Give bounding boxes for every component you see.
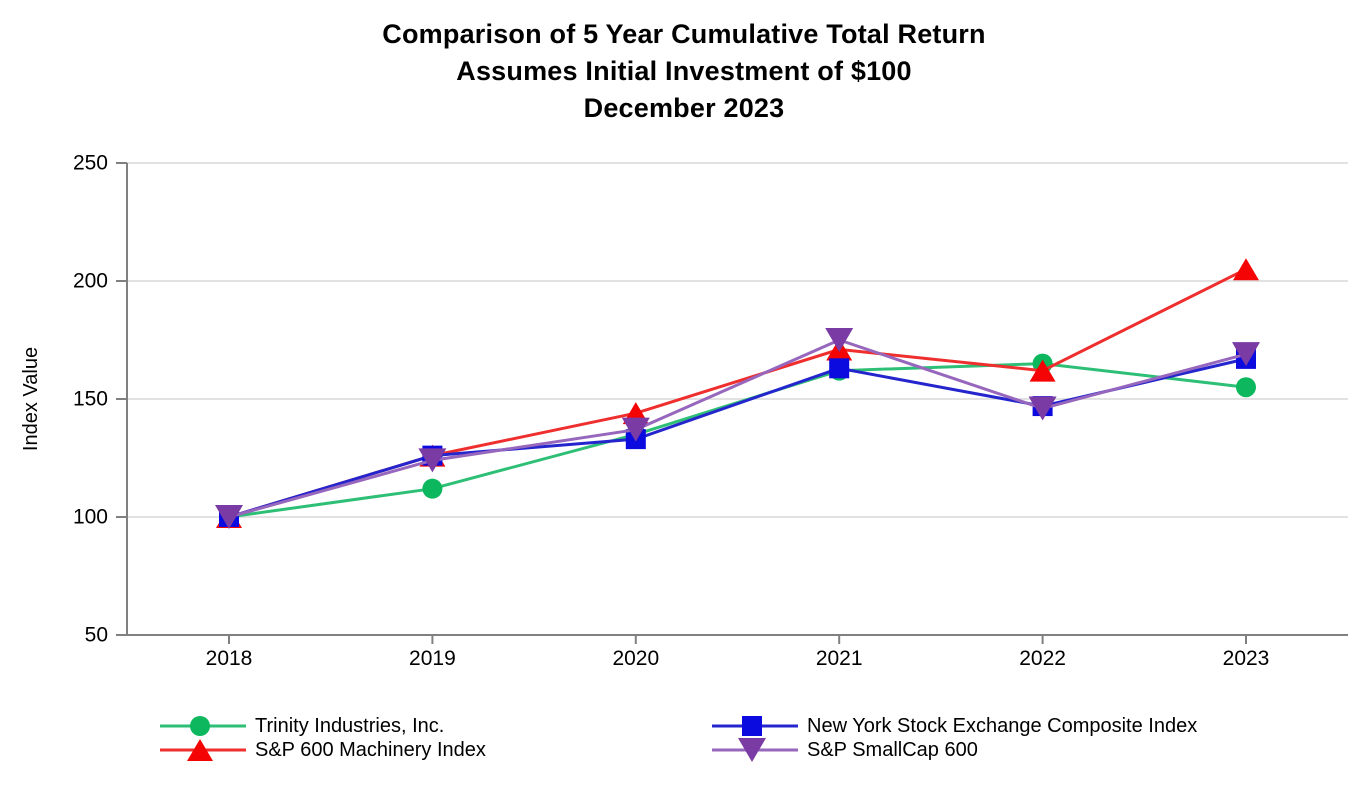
series-marker-sp-smallcap-600-2018 — [215, 505, 243, 529]
legend-item-trinity: Trinity Industries, Inc. — [160, 714, 444, 738]
series-marker-nyse-composite-2021 — [829, 358, 850, 379]
chart-title-line-1: Comparison of 5 Year Cumulative Total Re… — [382, 19, 986, 49]
nyse-composite-square-legend-icon — [712, 716, 798, 736]
series-marker-sp-smallcap-600-2023 — [1232, 342, 1260, 367]
trinity-circle-legend-icon — [160, 716, 246, 736]
series-marker-trinity-2023 — [1236, 377, 1256, 398]
series-marker-sp-smallcap-600-2019 — [418, 448, 447, 473]
chart-title-line-2: Assumes Initial Investment of $100 — [456, 56, 912, 86]
legend-marker-sp600-machinery — [187, 739, 213, 761]
series-line-sp-smallcap-600 — [228, 338, 1247, 519]
series-marker-sp600-machinery-2023 — [1233, 258, 1259, 281]
series-marker-sp-smallcap-600-2021 — [825, 328, 854, 352]
chart-title: Comparison of 5 Year Cumulative Total Re… — [0, 16, 1368, 127]
x-tick-label-2019: 2019 — [409, 647, 456, 670]
series-marker-trinity-2019 — [422, 478, 443, 499]
x-tick-label-2020: 2020 — [612, 647, 659, 670]
x-tick-label-2018: 2018 — [206, 647, 253, 670]
series-line-trinity — [228, 362, 1247, 519]
series-marker-sp-smallcap-600-2020 — [621, 417, 650, 442]
legend-marker-trinity — [190, 716, 210, 736]
x-tick-label-2022: 2022 — [1019, 647, 1066, 670]
legend-label-sp600-machinery: S&P 600 Machinery Index — [255, 738, 486, 761]
series-marker-sp600-machinery-2022 — [1029, 359, 1056, 382]
legend-item-sp600-machinery: S&P 600 Machinery Index — [160, 738, 486, 762]
y-tick-label-250: 250 — [73, 152, 108, 175]
legend-label-sp-smallcap-600: S&P SmallCap 600 — [807, 738, 978, 761]
sp-smallcap-600-triangle-down-legend-icon — [712, 738, 798, 762]
legend-marker-nyse-composite — [742, 716, 762, 736]
y-tick-label-50: 50 — [85, 624, 108, 647]
legend-marker-sp-smallcap-600 — [738, 738, 766, 762]
series-marker-sp-smallcap-600-2022 — [1028, 396, 1057, 421]
legend-label-trinity: Trinity Industries, Inc. — [255, 714, 445, 737]
legend-item-nyse-composite: New York Stock Exchange Composite Index — [712, 714, 1197, 738]
x-tick-label-2023: 2023 — [1223, 647, 1270, 670]
y-tick-label-100: 100 — [73, 506, 108, 529]
chart-title-line-3: December 2023 — [583, 93, 785, 123]
x-tick-label-2021: 2021 — [816, 647, 863, 670]
sp600-machinery-triangle-up-legend-icon — [160, 739, 246, 761]
y-tick-label-200: 200 — [73, 270, 108, 293]
y-axis-title: Index Value — [20, 347, 42, 451]
y-tick-label-150: 150 — [73, 388, 108, 411]
legend-label-nyse-composite: New York Stock Exchange Composite Index — [807, 714, 1198, 737]
legend-item-sp-smallcap-600: S&P SmallCap 600 — [712, 738, 978, 762]
